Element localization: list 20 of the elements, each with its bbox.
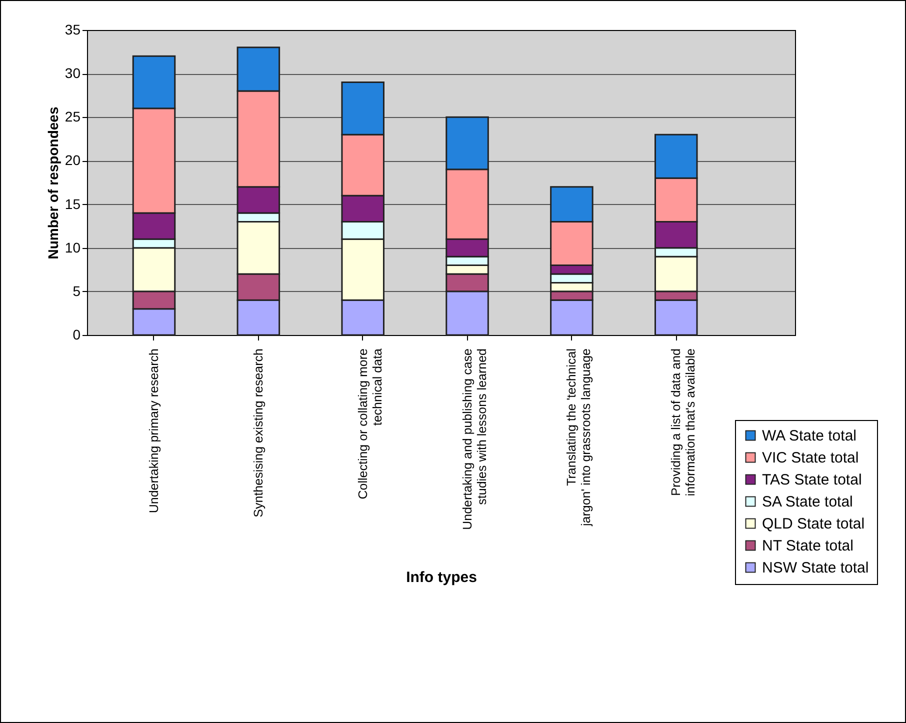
legend-label: NSW State total: [762, 560, 869, 576]
y-tick-label: 20: [64, 152, 81, 168]
y-tick-label: 10: [64, 239, 81, 256]
legend-label: QLD State total: [762, 516, 865, 532]
x-axis-title: Info types: [406, 568, 477, 586]
y-tick-label: 30: [64, 65, 81, 82]
y-tick-label: 15: [64, 196, 81, 212]
y-axis-title: Number of respondees: [44, 106, 61, 260]
legend-label: TAS State total: [762, 472, 862, 488]
x-tick-label: Synthesising existing research: [251, 348, 266, 518]
legend-label: VIC State total: [762, 450, 859, 466]
y-tick-label: 0: [72, 326, 81, 342]
legend-label: SA State total: [762, 494, 853, 510]
x-tick-label: Undertaking primary research: [147, 348, 161, 514]
legend-label: NT State total: [762, 538, 854, 554]
y-tick-label: 5: [72, 282, 81, 299]
y-tick-label: 35: [64, 22, 81, 38]
legend-label: WA State total: [762, 428, 856, 444]
y-tick-label: 25: [64, 108, 81, 125]
x-tick-label: Collecting or collating more technical data: [356, 348, 384, 500]
